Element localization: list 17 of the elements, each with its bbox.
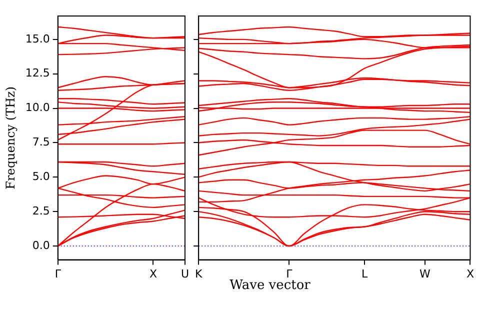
x-tick-label: W	[420, 267, 431, 280]
y-axis-title: Frequency (THz)	[3, 86, 18, 190]
x-tick-label: X	[466, 267, 474, 280]
y-tick-label: 15.0	[25, 32, 50, 46]
x-tick-label: K	[194, 267, 203, 280]
x-tick-label: Γ	[286, 267, 294, 280]
y-tick-label: 7.5	[32, 136, 50, 149]
y-tick-label: 0.0	[32, 238, 50, 252]
x-tick-label: Γ	[54, 267, 62, 280]
x-tick-label: U	[180, 267, 190, 280]
y-tick-label: 12.5	[25, 66, 50, 80]
y-tick-label: 10.0	[25, 101, 50, 114]
y-tick-label: 5.0	[32, 170, 50, 184]
x-tick-label: X	[149, 267, 158, 280]
x-tick-label: L	[362, 267, 369, 280]
x-axis-title: Wave vector	[230, 278, 310, 293]
y-tick-label: 2.5	[32, 204, 50, 218]
